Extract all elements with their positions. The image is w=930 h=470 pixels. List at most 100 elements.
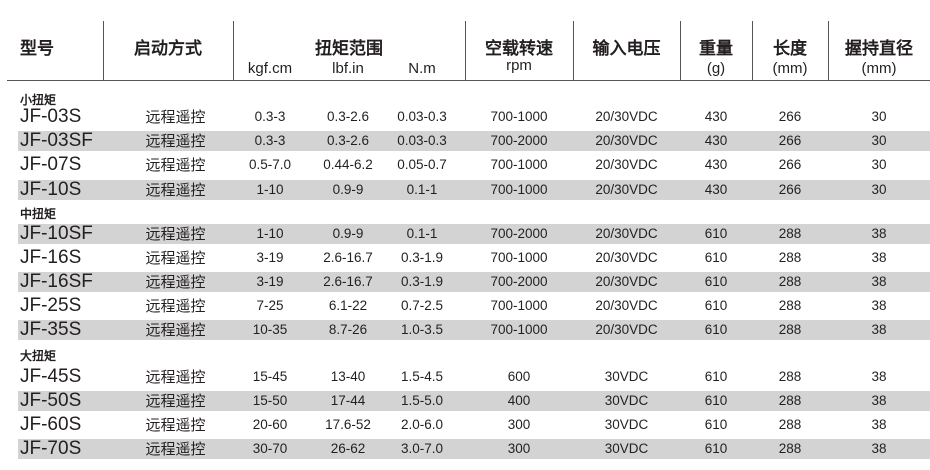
header-grip-unit: (mm) bbox=[861, 60, 897, 77]
column-divider bbox=[752, 21, 753, 80]
cell-model: JF-45S bbox=[20, 366, 82, 387]
cell-model: JF-03SF bbox=[20, 130, 93, 151]
cell-voltage: 30VDC bbox=[604, 369, 649, 384]
cell-kgf: 1-10 bbox=[256, 226, 284, 241]
cell-voltage: 20/30VDC bbox=[595, 157, 658, 172]
cell-rpm: 300 bbox=[507, 417, 531, 432]
header-speed: 空载转速 bbox=[485, 39, 553, 59]
column-divider bbox=[573, 21, 574, 80]
cell-weight: 430 bbox=[704, 133, 728, 148]
table-row: JF-03S 远程遥控 0.3-3 0.3-2.6 0.03-0.3 700-1000 20… bbox=[18, 107, 930, 127]
cell-model: JF-03S bbox=[20, 106, 82, 127]
cell-mode: 远程遥控 bbox=[145, 416, 206, 434]
table-row: JF-10S 远程遥控 1-10 0.9-9 0.1-1 700-1000 20/30VDC… bbox=[18, 180, 930, 200]
cell-weight: 610 bbox=[704, 274, 728, 289]
cell-mode: 远程遥控 bbox=[145, 392, 206, 410]
header-weight-unit: (g) bbox=[706, 60, 726, 77]
cell-nm: 0.1-1 bbox=[406, 182, 438, 197]
cell-length: 288 bbox=[778, 417, 802, 432]
table-row: JF-70S 远程遥控 30-70 26-62 3.0-7.0 300 30VDC 610 28… bbox=[18, 439, 930, 459]
cell-mode: 远程遥控 bbox=[145, 108, 206, 126]
cell-model: JF-35S bbox=[20, 319, 82, 340]
cell-kgf: 30-70 bbox=[252, 441, 288, 456]
cell-kgf: 20-60 bbox=[252, 417, 288, 432]
cell-mode: 远程遥控 bbox=[145, 321, 206, 339]
cell-length: 288 bbox=[778, 226, 802, 241]
cell-lbf: 0.44-6.2 bbox=[323, 157, 373, 172]
cell-rpm: 700-1000 bbox=[490, 182, 548, 197]
cell-rpm: 700-1000 bbox=[490, 250, 548, 265]
cell-kgf: 0.3-3 bbox=[254, 109, 286, 124]
cell-length: 266 bbox=[778, 109, 802, 124]
cell-mode: 远程遥控 bbox=[145, 440, 206, 458]
cell-weight: 430 bbox=[704, 157, 728, 172]
cell-nm: 1.0-3.5 bbox=[400, 322, 444, 337]
cell-lbf: 8.7-26 bbox=[328, 322, 368, 337]
cell-mode: 远程遥控 bbox=[145, 273, 206, 291]
cell-lbf: 2.6-16.7 bbox=[323, 250, 373, 265]
cell-weight: 610 bbox=[704, 417, 728, 432]
header-model: 型号 bbox=[20, 39, 54, 59]
cell-rpm: 300 bbox=[507, 441, 531, 456]
cell-lbf: 0.9-9 bbox=[332, 226, 364, 241]
header-start-mode: 启动方式 bbox=[134, 39, 202, 59]
table-row: JF-16S 远程遥控 3-19 2.6-16.7 0.3-1.9 700-1000 20/… bbox=[18, 248, 930, 268]
cell-voltage: 30VDC bbox=[604, 441, 649, 456]
cell-voltage: 20/30VDC bbox=[595, 274, 658, 289]
header-unit-nm: N.m bbox=[408, 60, 436, 77]
cell-length: 266 bbox=[778, 157, 802, 172]
header-torque-range: 扭矩范围 bbox=[315, 39, 383, 59]
cell-nm: 0.03-0.3 bbox=[397, 133, 447, 148]
cell-rpm: 700-1000 bbox=[490, 298, 548, 313]
header-weight: 重量 bbox=[699, 39, 733, 59]
cell-model: JF-10S bbox=[20, 179, 82, 200]
cell-voltage: 20/30VDC bbox=[595, 133, 658, 148]
cell-lbf: 2.6-16.7 bbox=[323, 274, 373, 289]
cell-mode: 远程遥控 bbox=[145, 225, 206, 243]
cell-kgf: 10-35 bbox=[252, 322, 288, 337]
cell-lbf: 17.6-52 bbox=[325, 417, 371, 432]
header-unit-kgf: kgf.cm bbox=[247, 60, 293, 77]
cell-nm: 0.1-1 bbox=[406, 226, 438, 241]
table-row: JF-60S 远程遥控 20-60 17.6-52 2.0-6.0 300 30VDC 610… bbox=[18, 415, 930, 435]
header-unit-lbf: lbf.in bbox=[332, 60, 364, 77]
cell-lbf: 6.1-22 bbox=[328, 298, 368, 313]
cell-nm: 0.03-0.3 bbox=[397, 109, 447, 124]
cell-rpm: 700-1000 bbox=[490, 322, 548, 337]
cell-voltage: 30VDC bbox=[604, 393, 649, 408]
header-speed-unit: rpm bbox=[506, 57, 532, 74]
cell-lbf: 0.3-2.6 bbox=[326, 109, 370, 124]
cell-length: 288 bbox=[778, 369, 802, 384]
cell-length: 288 bbox=[778, 393, 802, 408]
cell-model: JF-16SF bbox=[20, 271, 93, 292]
cell-nm: 0.3-1.9 bbox=[400, 274, 444, 289]
cell-rpm: 700-2000 bbox=[490, 274, 548, 289]
cell-weight: 610 bbox=[704, 369, 728, 384]
cell-model: JF-60S bbox=[20, 414, 82, 435]
cell-grip: 30 bbox=[871, 109, 887, 124]
cell-lbf: 0.3-2.6 bbox=[326, 133, 370, 148]
cell-voltage: 20/30VDC bbox=[595, 250, 658, 265]
cell-mode: 远程遥控 bbox=[145, 249, 206, 267]
cell-grip: 30 bbox=[871, 133, 887, 148]
column-divider bbox=[828, 21, 829, 80]
cell-weight: 610 bbox=[704, 226, 728, 241]
cell-length: 266 bbox=[778, 133, 802, 148]
cell-length: 288 bbox=[778, 250, 802, 265]
cell-mode: 远程遥控 bbox=[145, 132, 206, 150]
cell-grip: 38 bbox=[871, 226, 887, 241]
cell-weight: 430 bbox=[704, 109, 728, 124]
cell-rpm: 700-2000 bbox=[490, 133, 548, 148]
cell-voltage: 20/30VDC bbox=[595, 322, 658, 337]
cell-grip: 38 bbox=[871, 417, 887, 432]
group-label: 大扭矩 bbox=[20, 349, 57, 363]
cell-nm: 3.0-7.0 bbox=[400, 441, 444, 456]
table-row: JF-07S 远程遥控 0.5-7.0 0.44-6.2 0.05-0.7 700-100… bbox=[18, 155, 930, 175]
cell-lbf: 17-44 bbox=[330, 393, 366, 408]
column-divider bbox=[680, 21, 681, 80]
cell-grip: 38 bbox=[871, 441, 887, 456]
table-row: JF-35S 远程遥控 10-35 8.7-26 1.0-3.5 700-1000 20/3… bbox=[18, 320, 930, 340]
cell-length: 288 bbox=[778, 298, 802, 313]
cell-kgf: 3-19 bbox=[256, 250, 284, 265]
cell-weight: 610 bbox=[704, 322, 728, 337]
